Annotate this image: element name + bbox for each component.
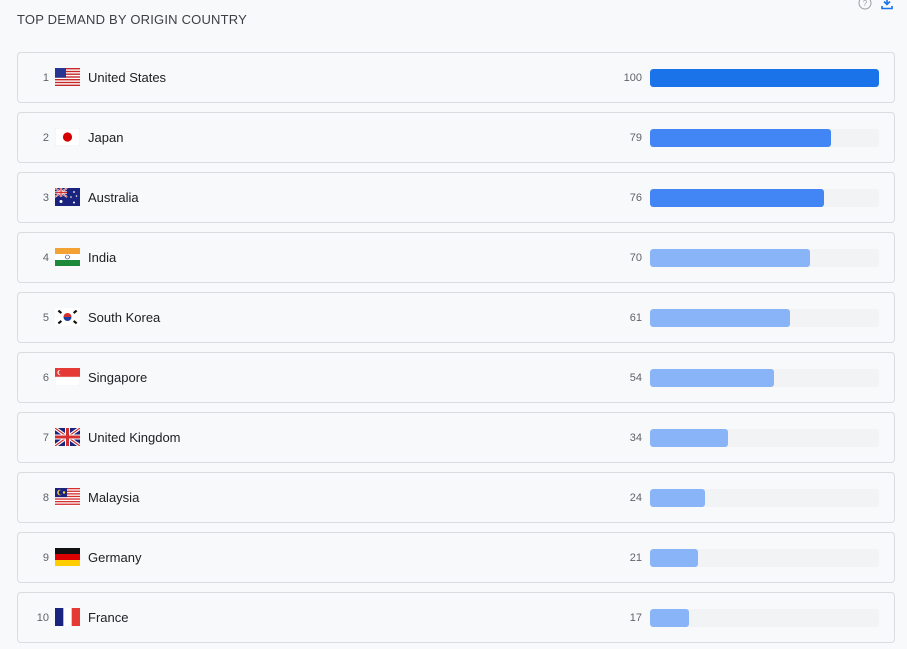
svg-text:?: ? xyxy=(863,0,868,8)
list-item[interactable]: 3 Australia 76 xyxy=(17,172,895,223)
my-flag-icon xyxy=(55,488,80,506)
download-icon[interactable] xyxy=(880,0,894,10)
demand-bar-track xyxy=(650,369,879,387)
demand-value: 61 xyxy=(629,311,642,324)
demand-value: 70 xyxy=(629,251,642,264)
country-name: South Korea xyxy=(88,310,161,325)
us-flag-icon xyxy=(55,68,80,86)
list-item[interactable]: 4 India 70 xyxy=(17,232,895,283)
panel-title: TOP DEMAND BY ORIGIN COUNTRY xyxy=(17,12,248,27)
demand-bar-track xyxy=(650,609,879,627)
demand-value: 34 xyxy=(629,431,642,444)
au-flag-icon xyxy=(55,188,80,206)
demand-bar xyxy=(650,309,790,327)
sg-flag-icon xyxy=(55,368,80,386)
de-flag-icon xyxy=(55,548,80,566)
rank-number: 1 xyxy=(42,71,49,84)
demand-bar-track xyxy=(650,429,879,447)
demand-bar-track xyxy=(650,309,879,327)
list-item[interactable]: 7 United Kingdom 34 xyxy=(17,412,895,463)
rank-number: 7 xyxy=(42,431,49,444)
list-item[interactable]: 5 South Korea 61 xyxy=(17,292,895,343)
demand-value: 79 xyxy=(629,131,642,144)
country-name: Japan xyxy=(88,130,124,145)
country-name: India xyxy=(88,250,117,265)
rank-number: 6 xyxy=(42,371,49,384)
list-item[interactable]: 6 Singapore 54 xyxy=(17,352,895,403)
rank-number: 2 xyxy=(42,131,49,144)
demand-bar xyxy=(650,549,699,567)
in-flag-icon xyxy=(55,248,80,266)
gb-flag-icon xyxy=(55,428,80,446)
rank-number: 4 xyxy=(42,251,49,264)
demand-value: 21 xyxy=(629,551,642,564)
demand-bar-track xyxy=(650,549,879,567)
demand-value: 17 xyxy=(629,611,642,624)
country-name: Malaysia xyxy=(88,490,140,505)
country-name: Singapore xyxy=(88,370,148,385)
kr-flag-icon xyxy=(55,308,80,326)
list-item[interactable]: 8 Malaysia 24 xyxy=(17,472,895,523)
rank-number: 5 xyxy=(42,311,49,324)
rank-number: 8 xyxy=(42,491,49,504)
demand-bar xyxy=(650,369,774,387)
country-name: Australia xyxy=(88,190,139,205)
demand-bar-track xyxy=(650,249,879,267)
country-name: United States xyxy=(88,70,167,85)
demand-value: 100 xyxy=(623,71,642,84)
list-item[interactable]: 1 United States 100 xyxy=(17,52,895,103)
help-circle-icon[interactable]: ? xyxy=(858,0,872,10)
demand-bar-track xyxy=(650,189,879,207)
fr-flag-icon xyxy=(55,608,80,626)
demand-bar xyxy=(650,489,705,507)
jp-flag-icon xyxy=(55,128,80,146)
rank-number: 10 xyxy=(36,611,49,624)
demand-bar xyxy=(650,429,728,447)
demand-bar-track xyxy=(650,69,879,87)
country-name: France xyxy=(88,610,129,625)
demand-value: 24 xyxy=(629,491,642,504)
demand-bar xyxy=(650,249,811,267)
list-item[interactable]: 10 France 17 xyxy=(17,592,895,643)
demand-bar-track xyxy=(650,489,879,507)
country-list: 1 United States 100 2 Japan 79 3 xyxy=(17,52,895,649)
rank-number: 3 xyxy=(42,191,49,204)
demand-value: 54 xyxy=(629,371,642,384)
demand-bar-track xyxy=(650,129,879,147)
demand-bar xyxy=(650,129,831,147)
country-name: Germany xyxy=(88,550,142,565)
demand-bar xyxy=(650,189,825,207)
list-item[interactable]: 9 Germany 21 xyxy=(17,532,895,583)
rank-number: 9 xyxy=(42,551,49,564)
demand-bar xyxy=(650,69,879,87)
country-name: United Kingdom xyxy=(88,430,181,445)
demand-value: 76 xyxy=(629,191,642,204)
list-item[interactable]: 2 Japan 79 xyxy=(17,112,895,163)
demand-bar xyxy=(650,609,689,627)
